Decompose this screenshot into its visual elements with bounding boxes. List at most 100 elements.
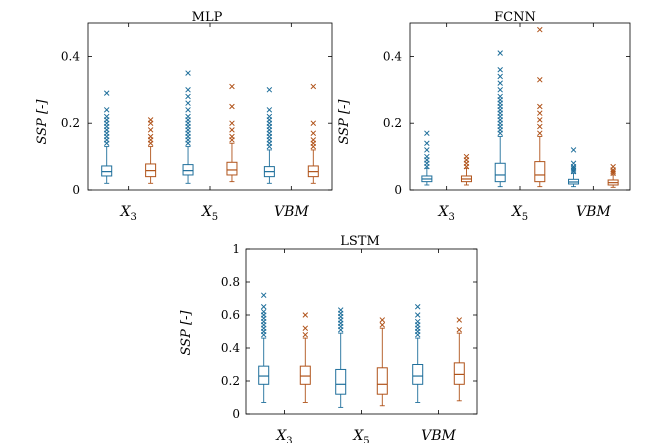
outlier-marker	[302, 312, 309, 318]
outlier-marker	[424, 153, 430, 160]
outlier-marker	[379, 317, 386, 323]
iqr-box	[258, 365, 270, 385]
outlier-marker	[497, 73, 503, 80]
outlier-marker	[414, 318, 421, 325]
y-tick-label: 0	[232, 407, 240, 421]
y-tick-label: 0.4	[61, 49, 80, 63]
series-a	[258, 292, 424, 408]
panel-lstm-title: LSTM	[340, 234, 380, 249]
box-plot	[412, 303, 424, 403]
x-tick-label: VBM	[576, 204, 611, 220]
outlier-marker	[302, 325, 309, 331]
outlier-marker	[456, 317, 463, 323]
outlier-marker	[537, 130, 543, 136]
x-tick-label: VBM	[274, 204, 309, 220]
outlier-marker	[302, 332, 309, 338]
box-plot	[376, 317, 388, 407]
outlier-marker	[537, 117, 543, 123]
panel-mlp-ylabel: SSP [-]	[35, 99, 50, 145]
axes-frame	[245, 248, 478, 415]
y-tick-label: 0.2	[61, 116, 80, 130]
series-b	[299, 312, 465, 407]
box-plot	[258, 292, 270, 403]
y-tick-label: 1	[232, 242, 240, 256]
outlier-marker	[260, 308, 267, 315]
outlier-marker	[610, 163, 616, 170]
outlier-marker	[266, 87, 273, 93]
outlier-marker	[537, 77, 543, 83]
iqr-box	[226, 161, 238, 176]
outlier-marker	[414, 312, 421, 318]
box-plot	[263, 87, 275, 184]
panel-lstm-ylabel: SSP [-]	[179, 310, 194, 356]
outlier-marker	[147, 133, 154, 140]
outlier-marker	[185, 93, 191, 100]
iqr-box	[182, 164, 194, 176]
x-tick-subscript: 3	[448, 212, 454, 223]
x-tick-label: VBM	[421, 428, 456, 443]
box-plot	[494, 50, 506, 188]
outlier-marker	[147, 127, 154, 133]
iqr-box	[335, 368, 347, 395]
outlier-marker	[424, 130, 430, 136]
panel-mlp: MLP SSP [-] 0 0.2 0.4 X3 X5 VBM	[35, 10, 333, 223]
panel-mlp-plot: 0 0.2 0.4 X3 X5 VBM	[61, 22, 333, 223]
outlier-marker	[497, 67, 503, 73]
series-a	[421, 50, 580, 188]
x-tick-subscript: 5	[522, 212, 528, 223]
outlier-marker	[463, 153, 470, 160]
panel-mlp-title: MLP	[192, 10, 223, 25]
y-tick-label: 0.6	[221, 308, 240, 322]
outlier-marker	[260, 303, 267, 310]
y-tick-label: 0	[72, 183, 80, 197]
box-plot	[182, 70, 194, 184]
panel-lstm: LSTM SSP [-] 0 0.2 0.4 0.6 0.8 1 X3 X5 VBM	[179, 234, 478, 443]
outlier-marker	[310, 120, 317, 126]
outlier-marker	[185, 113, 191, 120]
box-plot	[145, 117, 157, 184]
outlier-marker	[185, 87, 191, 93]
outlier-marker	[424, 147, 430, 153]
x-tick-label: X5	[201, 204, 218, 223]
panel-lstm-plot: 0 0.2 0.4 0.6 0.8 1 X3 X5 VBM	[221, 242, 478, 443]
series-b	[145, 83, 319, 184]
outlier-marker	[414, 303, 421, 310]
panel-fcnn-title: FCNN	[494, 10, 536, 25]
outlier-marker	[229, 133, 235, 140]
outlier-marker	[570, 165, 577, 172]
axes-frame	[87, 22, 333, 191]
x-tick-subscript: 3	[130, 212, 136, 223]
box-plot	[335, 307, 347, 408]
outlier-marker	[229, 120, 235, 126]
y-tick-label: 0.4	[383, 49, 402, 63]
box-plot	[607, 163, 619, 188]
outlier-marker	[337, 307, 344, 313]
outlier-marker	[185, 70, 191, 76]
outlier-marker	[310, 137, 317, 143]
y-tick-label: 0.2	[221, 374, 240, 388]
iqr-box	[453, 362, 465, 385]
series-b	[460, 26, 619, 188]
y-tick-label: 0.8	[221, 275, 240, 289]
outlier-marker	[229, 83, 235, 90]
outlier-marker	[497, 93, 503, 100]
y-tick-label: 0.2	[383, 116, 402, 130]
outlier-marker	[570, 160, 577, 167]
iqr-box	[534, 161, 546, 183]
outlier-marker	[103, 113, 110, 120]
outlier-marker	[456, 327, 463, 333]
outlier-marker	[185, 107, 191, 113]
box-plot	[299, 312, 311, 403]
outlier-marker	[497, 87, 503, 93]
outlier-marker	[147, 117, 154, 123]
outlier-marker	[260, 292, 267, 298]
axes-frame	[409, 22, 631, 191]
box-plot	[307, 83, 319, 184]
panel-fcnn-ylabel: SSP [-]	[337, 99, 352, 145]
panel-fcnn-plot: 0 0.2 0.4 X3 X5 VBM	[383, 22, 631, 223]
x-tick-subscript: 5	[212, 212, 218, 223]
y-tick-label: 0	[394, 183, 402, 197]
box-plot	[421, 130, 433, 186]
outlier-marker	[266, 113, 273, 120]
